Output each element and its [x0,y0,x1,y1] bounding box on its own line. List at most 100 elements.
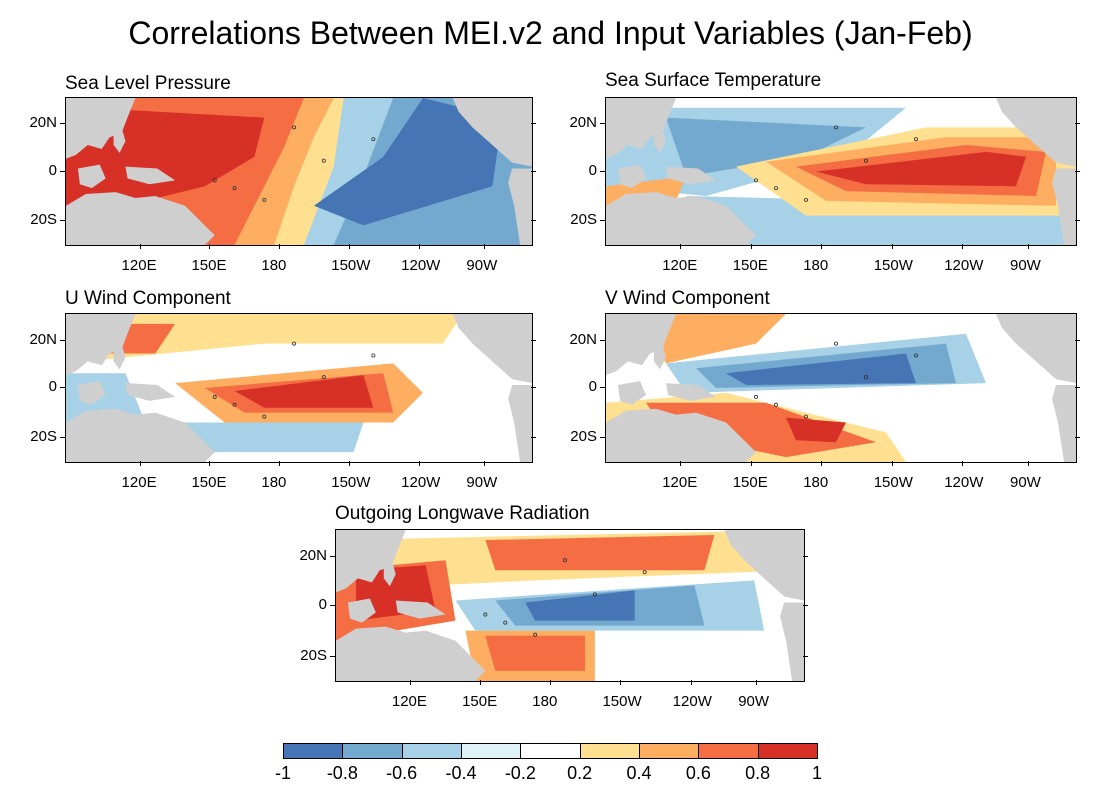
lon-tick-label: 120E [391,693,427,710]
lat-tick [1075,220,1080,222]
colorbar-swatch [639,743,700,759]
lat-tick [330,604,335,606]
lon-tick-label: 180 [261,474,287,491]
lat-tick [330,556,335,558]
lon-tick [209,461,211,466]
colorbar-label: 1 [811,763,823,783]
lon-tick-label: 90W [1010,257,1041,274]
land-philippines [113,341,126,370]
v-field-svg [606,314,1076,462]
map-sea-surface-temperature [605,97,1077,246]
lon-tick [1028,461,1029,466]
island-2 [803,197,808,202]
colorbar-swatch [461,743,522,759]
lon-tick-label: 120E [662,474,698,491]
island-1 [773,186,778,191]
lat-tick [531,123,536,125]
lat-tick [803,655,808,657]
land-north-america [996,98,1076,167]
lat-tick-label: 20S [570,428,597,446]
lat-tick [803,604,808,606]
panel-title-olr: Outgoing Longwave Radiation [335,503,590,524]
lat-tick [60,123,65,125]
u-pos3 [234,375,374,408]
lon-tick [1028,244,1029,249]
island-3 [321,158,326,163]
lon-tick-label: 120W [944,474,984,491]
v-pos3 [786,417,846,443]
lat-tick [600,220,605,222]
land-asia [336,530,406,593]
colorbar-label: 0.6 [685,763,711,783]
land-borneo [618,164,646,189]
lat-tick [330,655,335,657]
lat-tick [600,123,605,125]
island-0 [212,394,217,399]
land-south-america [1052,168,1076,245]
olr-neg3 [525,590,635,621]
lat-tick [1075,339,1080,341]
land-asia [66,98,136,159]
lon-tick-label: 90W [466,257,498,274]
colorbar-label: 0.2 [567,763,593,783]
lon-tick-label: 150E [732,257,768,274]
lon-tick [550,680,552,685]
lon-tick [480,680,482,685]
island-1 [232,186,237,191]
land-australia [606,192,756,245]
land-philippines [113,125,126,153]
lon-tick [139,244,141,249]
land-asia [66,314,136,376]
lat-tick [531,437,536,439]
lat-tick [531,220,536,222]
land-new-guinea [395,600,446,619]
lon-tick-label: 120E [121,257,157,274]
land-north-america [996,314,1076,384]
lat-tick-label: 20N [29,114,57,132]
island-2 [262,414,267,419]
v-neg3 [726,353,916,386]
u-field-svg [66,314,532,462]
island-4 [833,125,838,130]
lon-tick [620,680,622,685]
land-australia [66,408,215,462]
lon-tick-label: 90W [466,474,498,491]
lon-tick [409,680,411,685]
slp-field-svg [66,98,532,245]
island-5 [371,353,376,358]
figure-title: Correlations Between MEI.v2 and Input Va… [128,15,973,51]
land-north-america [724,530,804,601]
lat-tick [600,437,605,439]
map-sea-level-pressure [65,97,533,246]
lat-tick [1075,170,1080,172]
island-5 [913,353,918,358]
lon-tick-label: 150W [331,257,371,274]
lon-tick-label: 150E [191,474,227,491]
lon-tick [690,680,692,685]
lon-tick [349,244,351,249]
island-5 [913,137,918,142]
lat-tick [1075,387,1080,388]
lon-tick-label: 120W [401,257,441,274]
colorbar-label: -1 [274,763,292,783]
island-2 [533,632,538,637]
panel-title-v: V Wind Component [605,288,770,309]
island-1 [773,402,778,407]
lat-tick [60,387,65,388]
colorbar-swatch [401,743,462,759]
lon-tick-label: 150E [462,693,498,710]
land-asia [606,98,676,159]
olr-field-svg [336,530,804,681]
island-1 [503,620,508,625]
lon-tick [891,244,893,249]
lon-tick [750,244,752,249]
map-v-wind-component [605,313,1077,463]
lon-tick [279,461,281,466]
colorbar-swatch [698,743,759,759]
colorbar-label: 0.8 [745,763,771,783]
lon-tick [891,461,893,466]
lon-tick [279,244,281,249]
island-4 [833,341,838,346]
land-asia [606,314,676,376]
lon-tick [680,461,682,466]
